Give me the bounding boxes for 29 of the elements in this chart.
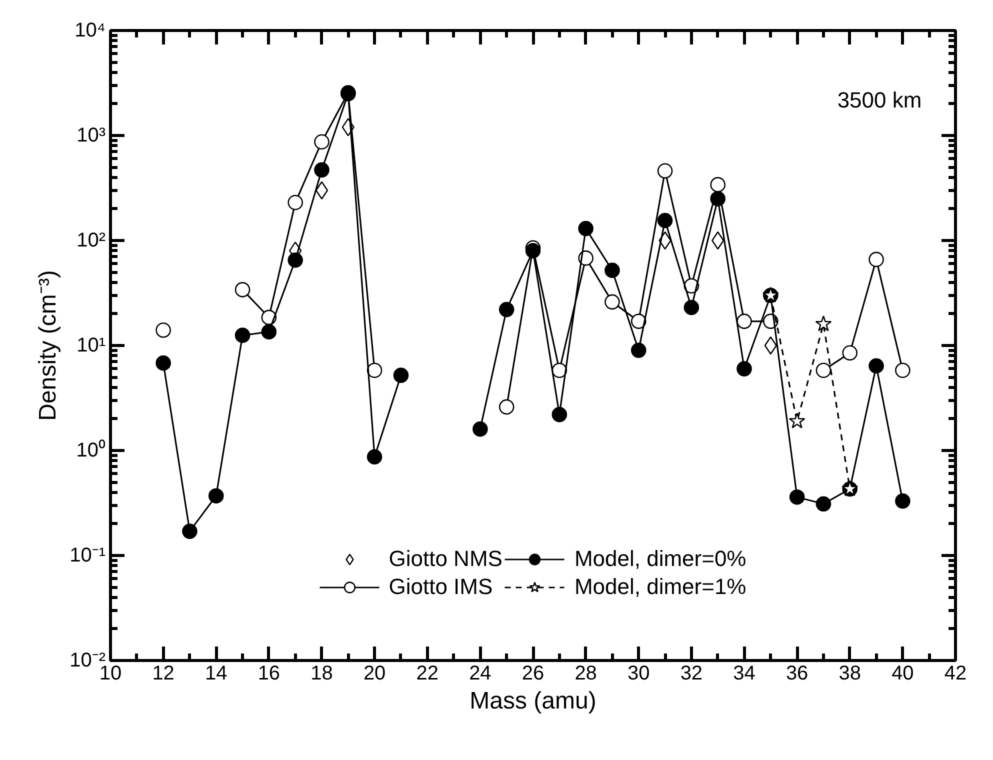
x-tick-label: 16 [258,662,280,684]
x-tick-label: 12 [152,662,174,684]
x-tick-label: 30 [628,662,650,684]
x-tick-label: 42 [944,662,967,684]
y-tick-label: 10⁴ [74,20,106,42]
legend-label: Giotto IMS [388,574,493,600]
x-tick-label: 22 [416,662,438,684]
y-tick-label: 10¹ [76,334,106,356]
x-tick-label: 36 [786,662,808,684]
y-axis-title: Density (cm⁻³) [34,270,62,421]
x-tick-label: 26 [522,662,544,684]
x-tick-label: 14 [205,662,228,684]
legend-label: Model, dimer=0% [574,546,746,572]
annotation: 3500 km [837,87,922,112]
x-tick-label: 20 [363,662,386,684]
x-tick-label: 40 [892,662,914,684]
x-tick-label: 38 [838,662,861,684]
legend-label: Model, dimer=1% [574,574,746,600]
y-tick-label: 10² [76,230,106,252]
y-tick-label: 10⁻¹ [70,544,106,566]
x-tick-label: 28 [574,662,597,684]
x-tick-label: 34 [733,662,756,684]
x-axis-title: Mass (amu) [470,688,596,714]
x-tick-label: 24 [469,662,492,684]
y-tick-label: 10⁰ [76,438,106,462]
x-tick-label: 18 [310,662,333,684]
y-tick-label: 10³ [76,124,106,146]
x-tick-label: 32 [680,662,703,684]
legend-label: Giotto NMS [388,546,502,572]
